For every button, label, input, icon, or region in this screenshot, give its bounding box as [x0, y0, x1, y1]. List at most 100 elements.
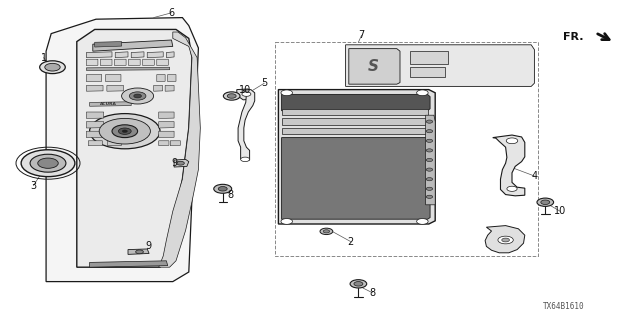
- Polygon shape: [86, 67, 170, 70]
- Text: 2: 2: [348, 236, 354, 247]
- Circle shape: [177, 161, 184, 165]
- Polygon shape: [159, 122, 174, 128]
- Polygon shape: [86, 75, 102, 82]
- Text: 5: 5: [261, 78, 268, 88]
- Circle shape: [218, 187, 227, 191]
- Polygon shape: [485, 226, 525, 253]
- Polygon shape: [278, 90, 435, 224]
- Polygon shape: [95, 42, 122, 47]
- Circle shape: [507, 186, 517, 191]
- Circle shape: [323, 230, 330, 233]
- Polygon shape: [157, 59, 168, 66]
- Circle shape: [281, 90, 292, 96]
- Text: 8: 8: [227, 190, 234, 200]
- Circle shape: [281, 219, 292, 224]
- Polygon shape: [165, 85, 174, 91]
- Polygon shape: [129, 59, 140, 66]
- Polygon shape: [166, 52, 174, 58]
- Circle shape: [537, 198, 554, 206]
- Circle shape: [112, 125, 138, 138]
- Circle shape: [426, 178, 433, 181]
- Circle shape: [354, 282, 363, 286]
- Polygon shape: [88, 141, 102, 146]
- Circle shape: [90, 114, 160, 149]
- Circle shape: [417, 219, 428, 224]
- Polygon shape: [86, 131, 104, 138]
- Polygon shape: [46, 18, 198, 282]
- Circle shape: [320, 228, 333, 235]
- Polygon shape: [159, 131, 174, 138]
- Text: 6: 6: [168, 8, 175, 18]
- Circle shape: [129, 92, 146, 100]
- Circle shape: [426, 120, 433, 123]
- Text: S: S: [368, 59, 380, 74]
- Polygon shape: [100, 59, 112, 66]
- Circle shape: [426, 139, 433, 142]
- Circle shape: [136, 250, 143, 254]
- Circle shape: [45, 63, 60, 71]
- Polygon shape: [410, 67, 445, 77]
- Polygon shape: [170, 141, 180, 146]
- Circle shape: [242, 92, 251, 96]
- Text: 10: 10: [239, 84, 252, 95]
- Polygon shape: [90, 102, 131, 106]
- Circle shape: [21, 150, 75, 177]
- Circle shape: [134, 94, 141, 98]
- Text: 7: 7: [358, 30, 365, 40]
- Polygon shape: [157, 75, 165, 82]
- Circle shape: [426, 187, 433, 190]
- Circle shape: [40, 61, 65, 74]
- Circle shape: [426, 195, 433, 198]
- Polygon shape: [159, 112, 174, 118]
- Polygon shape: [426, 115, 435, 205]
- Circle shape: [223, 92, 240, 100]
- Text: 10: 10: [554, 206, 566, 216]
- Polygon shape: [115, 59, 126, 66]
- Polygon shape: [174, 159, 189, 167]
- Circle shape: [506, 138, 518, 144]
- Text: 1: 1: [40, 52, 47, 63]
- Polygon shape: [159, 141, 169, 146]
- Polygon shape: [234, 89, 251, 100]
- Text: 8: 8: [369, 288, 376, 298]
- Polygon shape: [282, 128, 428, 134]
- Polygon shape: [115, 52, 128, 58]
- Polygon shape: [282, 118, 428, 125]
- Polygon shape: [147, 52, 163, 58]
- Circle shape: [350, 280, 367, 288]
- Circle shape: [214, 184, 232, 193]
- Polygon shape: [159, 32, 200, 267]
- Circle shape: [541, 200, 550, 204]
- Polygon shape: [77, 29, 192, 267]
- Circle shape: [426, 168, 433, 171]
- Circle shape: [122, 88, 154, 104]
- Polygon shape: [493, 135, 525, 196]
- Polygon shape: [168, 75, 176, 82]
- Polygon shape: [106, 75, 121, 82]
- Circle shape: [498, 236, 513, 244]
- Polygon shape: [86, 52, 112, 58]
- Text: 4: 4: [531, 171, 538, 181]
- Circle shape: [417, 90, 428, 96]
- Text: 3: 3: [30, 180, 36, 191]
- Circle shape: [426, 158, 433, 162]
- Circle shape: [426, 130, 433, 133]
- Circle shape: [30, 154, 66, 172]
- Text: ACURA: ACURA: [100, 102, 117, 106]
- Polygon shape: [86, 85, 103, 91]
- Text: 9: 9: [171, 158, 177, 168]
- Polygon shape: [86, 122, 104, 128]
- Circle shape: [227, 94, 236, 98]
- Polygon shape: [154, 85, 163, 91]
- Polygon shape: [238, 90, 255, 161]
- Polygon shape: [282, 109, 428, 115]
- Circle shape: [241, 157, 250, 162]
- Polygon shape: [346, 45, 534, 86]
- Circle shape: [118, 128, 131, 134]
- Polygon shape: [282, 138, 430, 219]
- Circle shape: [502, 238, 509, 242]
- Polygon shape: [93, 40, 173, 51]
- Polygon shape: [86, 59, 98, 66]
- Polygon shape: [90, 261, 168, 267]
- Circle shape: [99, 118, 150, 144]
